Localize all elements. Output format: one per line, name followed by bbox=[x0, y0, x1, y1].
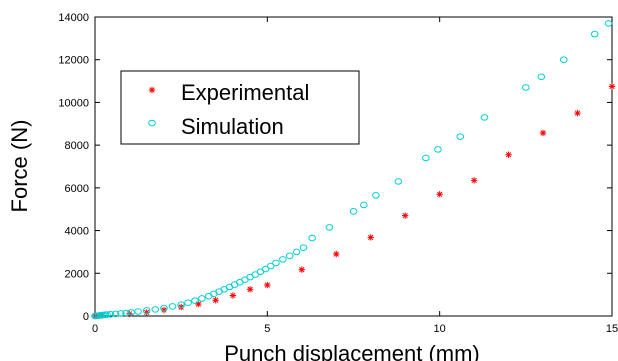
data-point-simulation bbox=[285, 252, 294, 260]
data-point-simulation bbox=[160, 304, 168, 312]
data-point-experimental bbox=[470, 177, 478, 184]
data-point-experimental bbox=[436, 191, 443, 198]
data-point-simulation bbox=[360, 201, 368, 209]
data-point-simulation bbox=[168, 303, 177, 310]
data-point-simulation bbox=[434, 146, 442, 153]
data-point-simulation bbox=[394, 178, 403, 185]
y-tick-label: 14000 bbox=[58, 12, 89, 24]
data-point-simulation bbox=[134, 308, 142, 315]
data-point-simulation bbox=[372, 192, 380, 199]
legend-marker-simulation bbox=[148, 119, 156, 127]
data-point-experimental bbox=[574, 109, 581, 117]
legend-label-experimental: Experimental bbox=[181, 80, 309, 105]
data-point-simulation bbox=[325, 224, 334, 231]
y-axis-label: Force (N) bbox=[7, 120, 32, 213]
data-point-experimental bbox=[229, 292, 237, 299]
y-tick-label: 4000 bbox=[65, 226, 89, 238]
data-point-experimental bbox=[505, 151, 512, 158]
data-point-simulation bbox=[151, 306, 160, 313]
data-point-simulation bbox=[111, 310, 120, 318]
data-point-simulation bbox=[106, 310, 115, 318]
y-tick-label: 8000 bbox=[65, 140, 89, 152]
data-point-simulation bbox=[590, 30, 599, 38]
data-point-simulation bbox=[308, 234, 316, 242]
data-point-experimental bbox=[298, 266, 305, 273]
data-point-simulation bbox=[292, 248, 301, 256]
data-point-experimental bbox=[608, 83, 616, 90]
y-tick-label: 0 bbox=[83, 311, 89, 323]
data-point-simulation bbox=[198, 295, 206, 302]
data-point-simulation bbox=[103, 311, 111, 318]
data-point-simulation bbox=[480, 114, 489, 121]
data-point-experimental bbox=[402, 212, 409, 219]
data-point-experimental bbox=[212, 296, 219, 304]
x-tick-label: 15 bbox=[606, 323, 618, 335]
data-point-simulation bbox=[456, 133, 465, 140]
axis-tick-labels: 0 5 10 15 0 2000 4000 6000 8000 10000 12000 14000 bbox=[58, 12, 618, 335]
data-marks bbox=[91, 20, 616, 320]
data-point-experimental bbox=[367, 234, 374, 241]
legend-box bbox=[120, 70, 360, 145]
y-tick-label: 2000 bbox=[65, 268, 89, 280]
y-tick-label: 10000 bbox=[58, 97, 89, 109]
data-point-simulation bbox=[349, 208, 358, 215]
data-point-simulation bbox=[559, 56, 568, 64]
data-point-simulation bbox=[522, 84, 530, 91]
data-point-simulation bbox=[191, 297, 199, 304]
legend-label-simulation: Simulation bbox=[181, 114, 284, 139]
data-point-simulation bbox=[279, 256, 287, 263]
x-tick-label: 10 bbox=[434, 323, 446, 335]
data-point-simulation bbox=[272, 259, 280, 267]
data-point-experimental bbox=[333, 250, 340, 258]
plot-area-frame bbox=[94, 16, 613, 317]
x-tick-label: 5 bbox=[264, 323, 270, 335]
data-point-simulation bbox=[299, 244, 308, 251]
x-tick-label: 0 bbox=[92, 323, 98, 335]
data-point-simulation bbox=[142, 307, 151, 314]
legend: Experimental Simulation bbox=[120, 70, 360, 145]
x-axis-label: Punch displacement (mm) bbox=[224, 341, 480, 361]
data-point-simulation bbox=[184, 299, 192, 307]
data-point-simulation bbox=[604, 20, 613, 27]
data-point-experimental bbox=[539, 129, 547, 137]
series-simulation bbox=[91, 20, 613, 320]
data-point-simulation bbox=[177, 301, 185, 308]
data-point-simulation bbox=[537, 73, 546, 81]
data-point-experimental bbox=[264, 281, 271, 289]
data-point-simulation bbox=[117, 310, 125, 317]
data-point-simulation bbox=[422, 154, 430, 162]
y-tick-label: 6000 bbox=[65, 183, 89, 195]
legend-symbol-simulation bbox=[148, 119, 156, 127]
y-tick-label: 12000 bbox=[58, 55, 89, 67]
legend-marker-experimental bbox=[148, 86, 156, 94]
data-point-experimental bbox=[246, 286, 254, 293]
data-point-simulation bbox=[122, 309, 130, 317]
legend-symbol-experimental bbox=[148, 86, 156, 94]
